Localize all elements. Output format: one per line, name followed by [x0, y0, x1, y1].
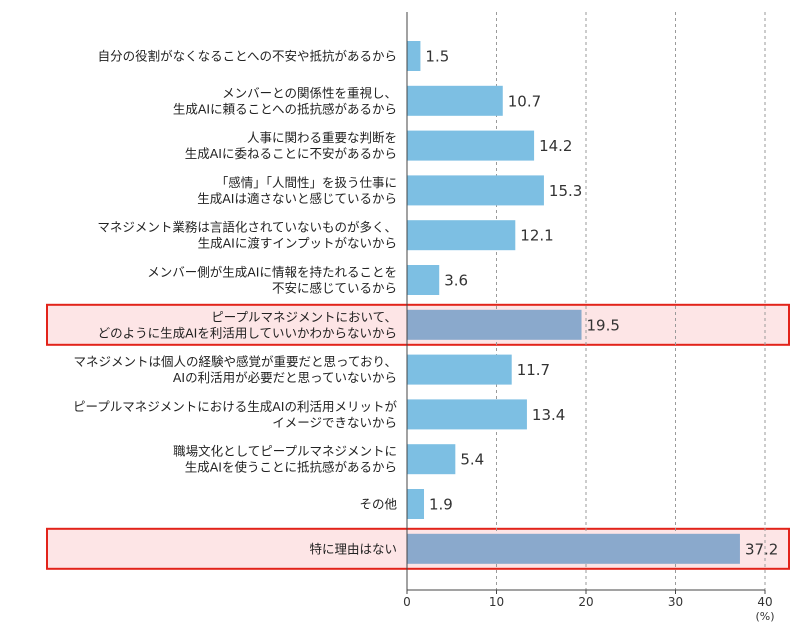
category-label-line: ピープルマネジメントにおいて、: [211, 309, 397, 324]
value-label: 13.4: [532, 406, 565, 424]
category-label-line: メンバー側が生成AIに情報を持たれることを: [147, 265, 397, 280]
category-label-line: 生成AIに頼ることへの抵抗感があるから: [173, 101, 397, 116]
category-label-line: AIの利活用が必要だと思っていないから: [173, 370, 397, 385]
category-label: ピープルマネジメントにおいて、どのように生成AIを利活用していいかわからないから: [98, 309, 397, 340]
bar: [407, 130, 535, 161]
category-label: マネジメント業務は言語化されていないものが多く、生成AIに渡すインプットがないか…: [97, 220, 397, 251]
value-label: 37.2: [745, 540, 778, 558]
bar: [407, 220, 516, 251]
bars: [407, 41, 740, 564]
category-labels: 自分の役割がなくなることへの不安や抵抗があるからメンバーとの関係性を重視し、生成…: [73, 49, 397, 557]
bar: [407, 265, 440, 295]
category-label-line: イメージできないから: [272, 415, 397, 430]
category-label: メンバー側が生成AIに情報を持たれることを不安に感じているから: [147, 265, 397, 296]
category-label: 特に理由はない: [309, 541, 397, 556]
highlight-layer: [46, 303, 790, 570]
bar: [407, 85, 503, 116]
bar: [407, 489, 425, 519]
category-label: メンバーとの関係性を重視し、生成AIに頼ることへの抵抗感があるから: [173, 85, 397, 116]
category-label-line: 人事に関わる重要な判断を: [247, 130, 397, 145]
x-tick-label: 30: [668, 595, 683, 609]
bar: [407, 533, 740, 564]
category-label-line: 自分の役割がなくなることへの不安や抵抗があるから: [98, 49, 397, 64]
category-label-line: マネジメントは個人の経験や感覚が重要だと思っており、: [73, 354, 397, 369]
value-label: 1.5: [425, 48, 449, 66]
bar: [407, 444, 456, 475]
bar: [407, 41, 421, 71]
category-label: 人事に関わる重要な判断を生成AIに委ねることに不安があるから: [185, 130, 397, 161]
category-label-line: 職場文化としてピープルマネジメントに: [173, 444, 397, 459]
category-label: 自分の役割がなくなることへの不安や抵抗があるから: [98, 49, 397, 64]
value-labels: 1.5 10.7 14.2 15.3 12.1 3.6 19.5 11.7 13.4 5.4 1.9…: [425, 48, 778, 559]
x-tick-label: 0: [403, 595, 411, 609]
category-label: 「感情」「人間性」を扱う仕事に生成AIは適さないと感じているから: [197, 175, 397, 206]
category-label: 職場文化としてピープルマネジメントに生成AIを使うことに抵抗感があるから: [173, 444, 397, 475]
value-label: 5.4: [460, 451, 484, 469]
x-axis-unit-label: (%): [755, 610, 774, 623]
value-label: 14.2: [539, 137, 572, 155]
bar: [407, 354, 512, 385]
value-label: 19.5: [587, 316, 620, 334]
value-label: 1.9: [429, 496, 453, 514]
x-tick-label: 10: [489, 595, 504, 609]
category-label-line: マネジメント業務は言語化されていないものが多く、: [97, 220, 397, 235]
value-label: 12.1: [520, 227, 553, 245]
bar: [407, 175, 544, 206]
value-label: 15.3: [549, 182, 582, 200]
value-label: 3.6: [444, 272, 468, 290]
category-label-line: 「感情」「人間性」を扱う仕事に: [216, 175, 397, 190]
category-label-line: ピープルマネジメントにおける生成AIの利活用メリットが: [73, 399, 397, 414]
x-tick-label: 40: [757, 595, 772, 609]
category-label-line: 生成AIに委ねることに不安があるから: [185, 146, 397, 161]
category-label-line: メンバーとの関係性を重視し、: [222, 85, 397, 100]
category-label-line: 生成AIは適さないと感じているから: [197, 191, 397, 206]
category-label-line: どのように生成AIを利活用していいかわからないから: [98, 325, 397, 340]
bar: [407, 399, 527, 430]
category-label-line: その他: [359, 497, 397, 512]
category-label-line: 不安に感じているから: [272, 281, 397, 296]
value-label: 11.7: [517, 361, 550, 379]
x-tick-label: 20: [578, 595, 593, 609]
category-label-line: 特に理由はない: [309, 541, 397, 556]
x-axis: 0 10 20 30 40: [403, 12, 773, 609]
value-label: 10.7: [508, 92, 541, 110]
category-label: ピープルマネジメントにおける生成AIの利活用メリットがイメージできないから: [73, 399, 397, 430]
category-label-line: 生成AIを使うことに抵抗感があるから: [185, 460, 397, 475]
category-label: マネジメントは個人の経験や感覚が重要だと思っており、 AIの利活用が必要だと思って…: [73, 354, 397, 385]
category-label-line: 生成AIに渡すインプットがないから: [198, 236, 397, 251]
category-label: その他: [359, 497, 397, 512]
bar: [407, 309, 582, 340]
